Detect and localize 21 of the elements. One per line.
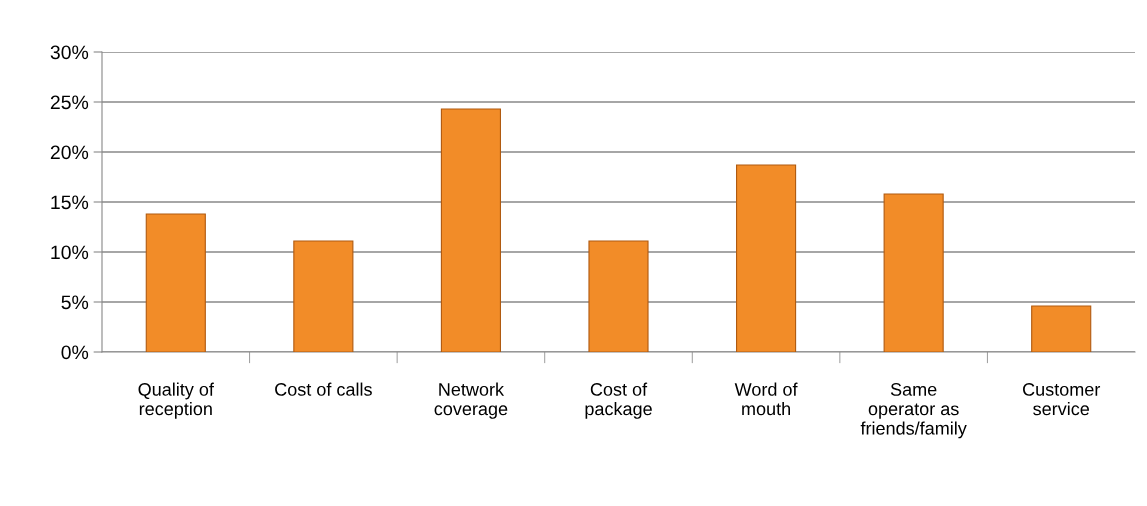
x-tick-label: Word of mouth bbox=[734, 382, 798, 416]
y-tick-label: 25% bbox=[50, 95, 89, 110]
y-tick-label: 30% bbox=[50, 45, 89, 60]
bar bbox=[1031, 305, 1092, 352]
bar bbox=[736, 164, 797, 352]
bar bbox=[588, 240, 649, 352]
x-tick-label: Customer service bbox=[1023, 383, 1101, 416]
x-tick-label: Quality of reception bbox=[138, 382, 214, 419]
y-tick-label: 20% bbox=[50, 145, 89, 160]
bar bbox=[145, 213, 206, 352]
x-tick-label: Cost of calls bbox=[275, 382, 372, 396]
x-tick-label: Cost of package bbox=[585, 382, 652, 419]
y-tick-label: 0% bbox=[61, 345, 89, 360]
bar bbox=[883, 193, 944, 352]
x-tick-label: Same operator as friends/family bbox=[860, 383, 967, 439]
y-tick-label: 10% bbox=[51, 245, 89, 260]
bar bbox=[440, 108, 501, 352]
y-tick-label: 5% bbox=[61, 295, 89, 310]
x-tick-label: Network coverage bbox=[434, 382, 508, 419]
y-tick-label: 15% bbox=[51, 195, 89, 210]
bar bbox=[293, 240, 354, 352]
